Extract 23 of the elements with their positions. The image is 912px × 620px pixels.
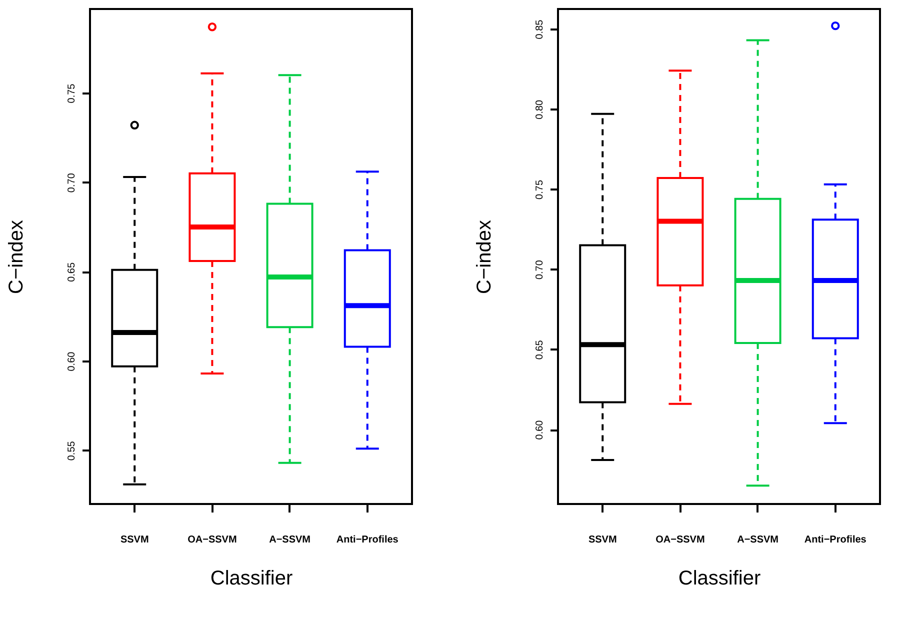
y-tick-label: 0.70 bbox=[534, 260, 546, 280]
y-tick-label: 0.65 bbox=[534, 340, 546, 360]
x-axis-title: Classifier bbox=[678, 568, 761, 590]
y-tick-label: 0.80 bbox=[534, 99, 546, 120]
y-axis-title: C−index bbox=[6, 220, 28, 294]
x-tick-label: SSVM bbox=[120, 534, 149, 546]
y-tick-label: 0.75 bbox=[534, 180, 546, 200]
y-tick-label: 0.75 bbox=[66, 83, 78, 104]
x-tick-label: OA−SSVM bbox=[188, 534, 237, 546]
x-axis-title: Classifier bbox=[210, 568, 293, 590]
y-tick-label: 0.60 bbox=[534, 420, 546, 440]
x-tick-label: A−SSVM bbox=[737, 534, 778, 546]
x-tick-label: Anti−Profiles bbox=[336, 534, 399, 546]
x-tick-label: OA−SSVM bbox=[656, 534, 705, 546]
y-tick-label: 0.60 bbox=[66, 351, 78, 372]
y-axis-title: C−index bbox=[474, 220, 496, 294]
y-tick-label: 0.65 bbox=[66, 262, 78, 282]
y-tick-label: 0.70 bbox=[66, 172, 78, 193]
x-tick-label: SSVM bbox=[588, 534, 617, 546]
x-tick-label: A−SSVM bbox=[269, 534, 310, 546]
y-tick-label: 0.55 bbox=[66, 440, 78, 461]
x-tick-label: Anti−Profiles bbox=[804, 534, 867, 546]
y-tick-label: 0.85 bbox=[534, 19, 546, 40]
